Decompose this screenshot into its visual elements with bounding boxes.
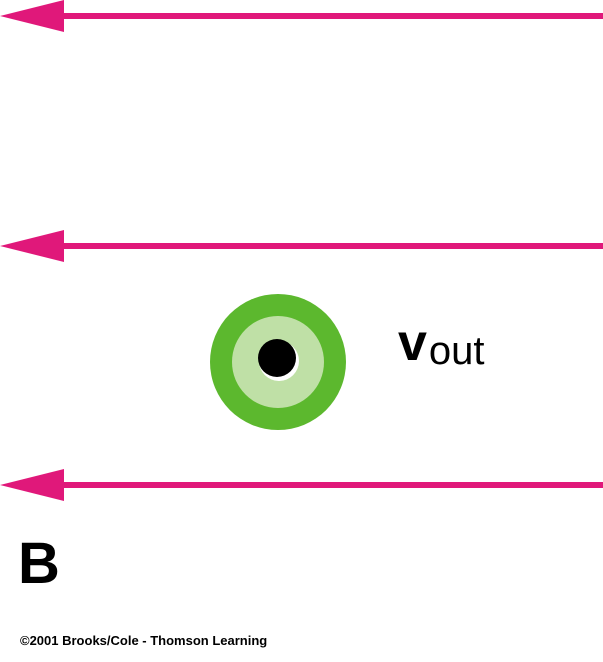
- arrow-left-icon: [0, 230, 64, 262]
- field-line-top: [0, 0, 603, 32]
- arrow-left-icon: [0, 469, 64, 501]
- velocity-subscript: out: [429, 329, 485, 373]
- field-line-bottom: [0, 469, 603, 501]
- velocity-symbol: v: [398, 314, 427, 372]
- velocity-label: vout: [398, 314, 485, 373]
- particle-out-of-page-icon: [210, 294, 346, 430]
- copyright-credit: ©2001 Brooks/Cole - Thomson Learning: [20, 633, 267, 648]
- field-symbol-label: B: [18, 531, 60, 596]
- arrow-left-icon: [0, 0, 64, 32]
- field-line-middle: [0, 230, 603, 262]
